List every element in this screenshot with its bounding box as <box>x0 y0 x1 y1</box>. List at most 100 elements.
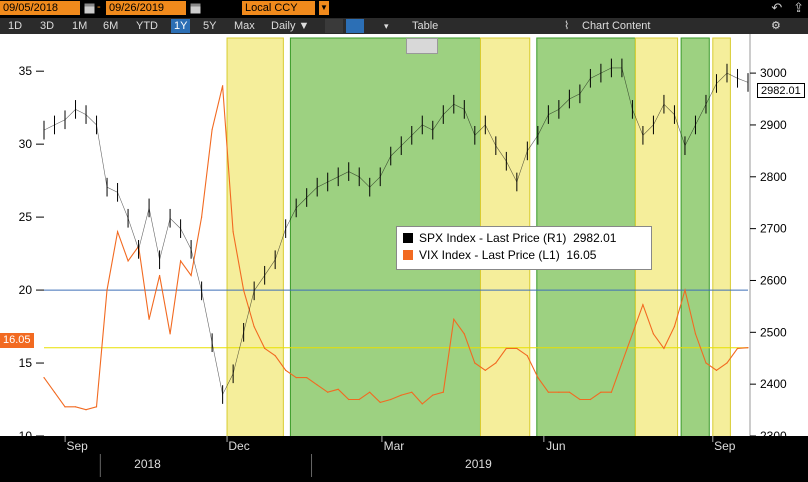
left-tick-label: 20 <box>19 283 33 297</box>
vix-point <box>537 377 539 379</box>
undo-icon[interactable]: ↶ <box>771 0 783 15</box>
candle-chart-button[interactable] <box>346 19 364 33</box>
vix-point <box>411 391 413 393</box>
vix-point <box>673 325 676 328</box>
vix-point <box>348 398 350 401</box>
vix-point <box>684 289 686 291</box>
vix-point <box>663 347 665 350</box>
left-tick-label: 25 <box>19 210 33 224</box>
table-button[interactable]: Table <box>412 20 439 32</box>
vix-point <box>285 369 287 371</box>
gear-icon[interactable]: ⚙ <box>771 20 781 32</box>
x-tick-label: Sep <box>714 439 736 453</box>
highlight-band <box>680 37 710 445</box>
vix-point <box>736 347 739 350</box>
vix-point <box>316 384 318 386</box>
left-axis: 101520253035 <box>0 34 44 477</box>
left-tick-label: 15 <box>19 356 33 370</box>
right-tick-label: 2500 <box>760 325 787 339</box>
end-date-field[interactable]: 09/26/2019 <box>106 1 186 15</box>
vix-point <box>43 377 45 379</box>
line-chart-button[interactable] <box>325 19 343 33</box>
vix-point <box>474 362 476 364</box>
x-tick-label: Dec <box>228 439 249 453</box>
vix-point <box>116 231 119 233</box>
vix-point <box>463 333 465 335</box>
period-6m[interactable]: 6M <box>103 20 119 32</box>
vix-point <box>631 333 634 335</box>
vix-point <box>243 289 245 291</box>
vix-point <box>568 391 570 393</box>
vix-point <box>610 391 613 393</box>
period-1d[interactable]: 1D <box>8 20 23 32</box>
calendar-icon[interactable] <box>190 2 201 14</box>
vix-point <box>53 391 56 393</box>
right-tick-label: 2900 <box>760 118 787 132</box>
export-icon[interactable]: ⇪ <box>793 0 804 15</box>
vix-point <box>95 406 98 408</box>
vix-point <box>453 318 455 320</box>
x-tick-label: Jun <box>546 439 565 453</box>
period-5y[interactable]: 5Y <box>203 20 217 32</box>
vix-point <box>158 274 161 277</box>
vix-series <box>43 85 749 411</box>
vix-point <box>642 304 644 306</box>
vix-point <box>211 128 213 131</box>
right-tick-label: 2700 <box>760 222 787 236</box>
vix-point <box>179 260 182 262</box>
vix-point <box>726 362 728 364</box>
period-1y[interactable]: 1Y <box>171 19 191 33</box>
currency-select[interactable]: Local CCY <box>242 1 315 15</box>
chart-content-button[interactable]: Chart Content <box>582 20 651 32</box>
period-max[interactable]: Max <box>234 20 255 32</box>
chevron-down-icon[interactable]: ▾ <box>384 21 389 31</box>
vix-point <box>579 398 581 401</box>
chevron-down-icon[interactable]: ▼ <box>319 1 329 15</box>
x-tick-label: Mar <box>384 439 405 453</box>
vix-point <box>306 377 308 379</box>
legend-label: SPX Index - Last Price (R1) <box>419 231 567 245</box>
vix-point <box>379 401 381 404</box>
start-date-field[interactable]: 09/05/2018 <box>0 1 80 15</box>
vix-point <box>547 391 549 393</box>
vix-point <box>337 388 339 390</box>
vix-point <box>484 369 486 371</box>
frequency-select[interactable]: Daily ▼ <box>271 20 310 32</box>
highlight-band <box>226 37 284 445</box>
right-axis: 23002400250026002700280029003000 <box>749 34 808 477</box>
left-tick-label: 30 <box>19 137 33 151</box>
period-1m[interactable]: 1M <box>72 20 88 32</box>
left-tick-label: 35 <box>19 64 33 78</box>
bottom-axis: Sep Dec Mar Jun Sep 2018 2019 <box>0 436 808 477</box>
vix-point <box>715 369 718 371</box>
vix-point <box>264 347 266 350</box>
year-label: 2018 <box>134 457 161 471</box>
period-ytd[interactable]: YTD <box>136 20 158 32</box>
vix-point <box>652 333 655 335</box>
legend-label: VIX Index - Last Price (L1) <box>419 248 560 262</box>
vix-point <box>694 333 697 335</box>
chart-type-button[interactable] <box>406 38 438 54</box>
vix-point <box>558 391 560 393</box>
vix-point <box>526 355 528 357</box>
year-label: 2019 <box>465 457 492 471</box>
vix-point <box>327 391 329 393</box>
vix-point <box>432 394 434 396</box>
vix-point <box>358 398 360 401</box>
highlight-band <box>712 37 731 445</box>
frequency-label: Daily <box>271 20 296 32</box>
right-axis-bg <box>750 34 808 477</box>
calendar-icon[interactable] <box>84 2 95 14</box>
vix-point <box>148 318 150 320</box>
vix-point <box>85 409 87 411</box>
vix-point <box>74 406 77 408</box>
period-3d[interactable]: 3D <box>40 20 55 32</box>
period-toolbar: 1D 3D 1M 6M YTD 1Y 5Y Max Daily ▼ ▾ Tabl… <box>0 18 808 34</box>
vix-point <box>600 391 602 393</box>
spx-line <box>43 67 749 396</box>
vix-point <box>589 398 591 401</box>
right-tick-label: 3000 <box>760 66 787 80</box>
vix-point <box>222 85 224 87</box>
right-tick-label: 2400 <box>760 377 787 391</box>
vix-point <box>369 391 371 393</box>
